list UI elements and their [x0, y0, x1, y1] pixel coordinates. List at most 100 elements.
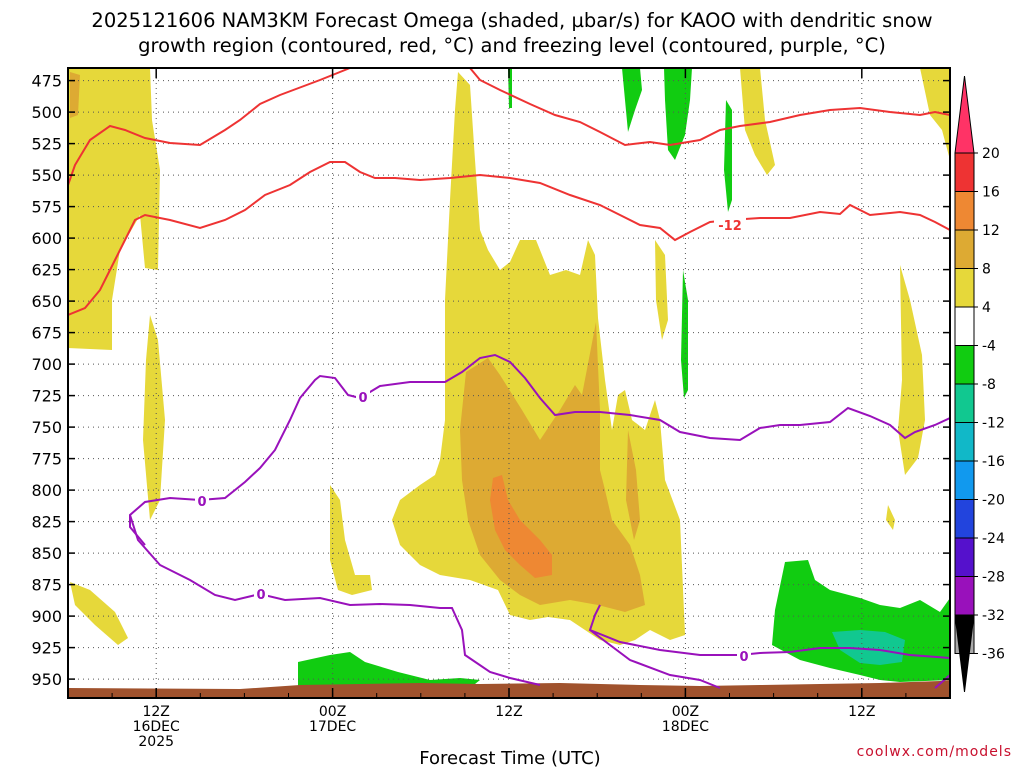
omega-yellow-dot	[886, 505, 895, 530]
omega-yellow-col-left	[143, 315, 165, 520]
omega-green-top-b	[664, 68, 692, 160]
y-tick-label: 800	[31, 481, 62, 500]
omega-gold-stem	[626, 430, 640, 540]
dgz-contour-lower	[68, 161, 950, 316]
colorbar-swatch	[954, 499, 975, 539]
y-tick-label: 650	[31, 292, 62, 311]
freezing-contour-label-3: 0	[256, 588, 265, 603]
x-tick-label: 12Z	[495, 704, 522, 720]
freezing-contour-label-1: 0	[358, 391, 367, 406]
colorbar-swatch	[954, 268, 975, 308]
colorbar-swatch	[954, 460, 975, 500]
colorbar-label: -12	[982, 416, 1005, 432]
x-tick-label: 00Z	[319, 704, 346, 720]
colorbar: 20 16 12 8 4 -4 -8 -12 -16 -20 -24 -28 -32 -36	[954, 75, 1005, 693]
x-tick-label: 16DEC	[133, 719, 180, 735]
freezing-contour-lower	[129, 514, 541, 686]
dgz-contour-label: -12	[718, 219, 742, 234]
colorbar-swatch	[954, 306, 975, 346]
omega-yellow-right-col	[898, 265, 925, 475]
freezing-label-bg-4	[737, 649, 751, 663]
freezing-label-bg-2	[195, 494, 209, 508]
dgz-contour-upper	[68, 68, 950, 186]
credit-text: coolwx.com/models	[857, 744, 1012, 760]
colorbar-label: 20	[982, 146, 1000, 162]
freezing-contour-label-2: 0	[197, 495, 206, 510]
omega-orange-core	[490, 475, 552, 578]
colorbar-swatch	[954, 537, 975, 577]
y-tick-label: 900	[31, 607, 62, 626]
x-tick-label: 12Z	[848, 704, 875, 720]
colorbar-label: -28	[982, 570, 1005, 586]
y-tick-label: 750	[31, 418, 62, 437]
omega-yellow-top-right	[740, 68, 775, 175]
colorbar-swatch	[954, 229, 975, 269]
x-tick-label: 2025	[138, 734, 174, 750]
colorbar-label: -36	[982, 647, 1005, 663]
grid	[68, 68, 950, 698]
freezing-contour-main	[129, 353, 950, 546]
colorbar-label: -24	[982, 531, 1005, 547]
colorbar-label: -32	[982, 608, 1005, 624]
y-tick-label: 700	[31, 355, 62, 374]
y-tick-label: 950	[31, 670, 62, 689]
omega-shading: -12 0 0 0 0	[68, 68, 950, 698]
colorbar-swatch	[954, 576, 975, 616]
x-axis-title: Forecast Time (UTC)	[419, 748, 600, 768]
colorbar-swatch	[954, 191, 975, 231]
colorbar-label: -16	[982, 454, 1005, 470]
omega-gold-topleft	[70, 72, 80, 118]
dgz-label-bg	[714, 217, 746, 232]
freezing-contour-corner	[934, 674, 950, 689]
colorbar-top-triangle	[954, 75, 975, 154]
y-tick-label: 775	[31, 450, 62, 469]
y-tick-label: 825	[31, 513, 62, 532]
y-tick-label: 625	[31, 261, 62, 280]
y-tick-label: 875	[31, 576, 62, 595]
y-tick-label: 850	[31, 544, 62, 563]
colorbar-swatch	[954, 345, 975, 385]
omega-yellow-lowleft	[70, 582, 128, 645]
omega-green-low-left	[298, 652, 480, 690]
chart-title-line2: growth region (contoured, red, °C) and f…	[138, 34, 886, 57]
colorbar-bottom-triangle	[954, 614, 975, 693]
y-axis: 475 500 525 550 575 600 625 650 675 700 725 750 775 8…	[31, 72, 950, 689]
x-tick-label: 18DEC	[662, 719, 709, 735]
omega-green-low-right	[772, 560, 950, 682]
x-tick-label: 00Z	[672, 704, 699, 720]
y-tick-label: 475	[31, 72, 62, 91]
freezing-label-bg-1	[356, 390, 370, 404]
colorbar-swatch	[954, 152, 975, 192]
colorbar-label: -20	[982, 493, 1005, 509]
omega-green-thin-c	[681, 270, 688, 398]
omega-green-top-a	[622, 68, 642, 132]
freezing-contour-lowright	[589, 629, 721, 689]
y-tick-label: 550	[31, 166, 62, 185]
freezing-contour-label-4: 0	[739, 650, 748, 665]
x-tick-label: 12Z	[142, 704, 169, 720]
y-tick-label: 525	[31, 135, 62, 154]
y-tick-label: 575	[31, 198, 62, 217]
y-tick-label: 500	[31, 103, 62, 122]
omega-yellow-topright-edge	[920, 68, 950, 160]
omega-yellow-sw	[330, 485, 372, 595]
chart-title-line1: 2025121606 NAM3KM Forecast Omega (shaded…	[91, 9, 932, 32]
colorbar-label: 4	[982, 300, 991, 316]
omega-yellow-main	[392, 72, 685, 645]
omega-yellow-upper-mid	[655, 240, 668, 340]
freezing-label-bg-3	[254, 587, 268, 601]
y-tick-label: 675	[31, 324, 62, 343]
colorbar-label: 8	[982, 262, 991, 278]
colorbar-label: -8	[982, 377, 996, 393]
colorbar-label: 12	[982, 223, 1000, 239]
colorbar-swatch	[954, 383, 975, 423]
colorbar-swatch	[954, 422, 975, 462]
x-tick-label: 17DEC	[309, 719, 356, 735]
y-tick-label: 725	[31, 387, 62, 406]
colorbar-label: 16	[982, 185, 1000, 201]
y-tick-label: 925	[31, 639, 62, 658]
colorbar-label: -4	[982, 339, 996, 355]
y-tick-label: 600	[31, 229, 62, 248]
